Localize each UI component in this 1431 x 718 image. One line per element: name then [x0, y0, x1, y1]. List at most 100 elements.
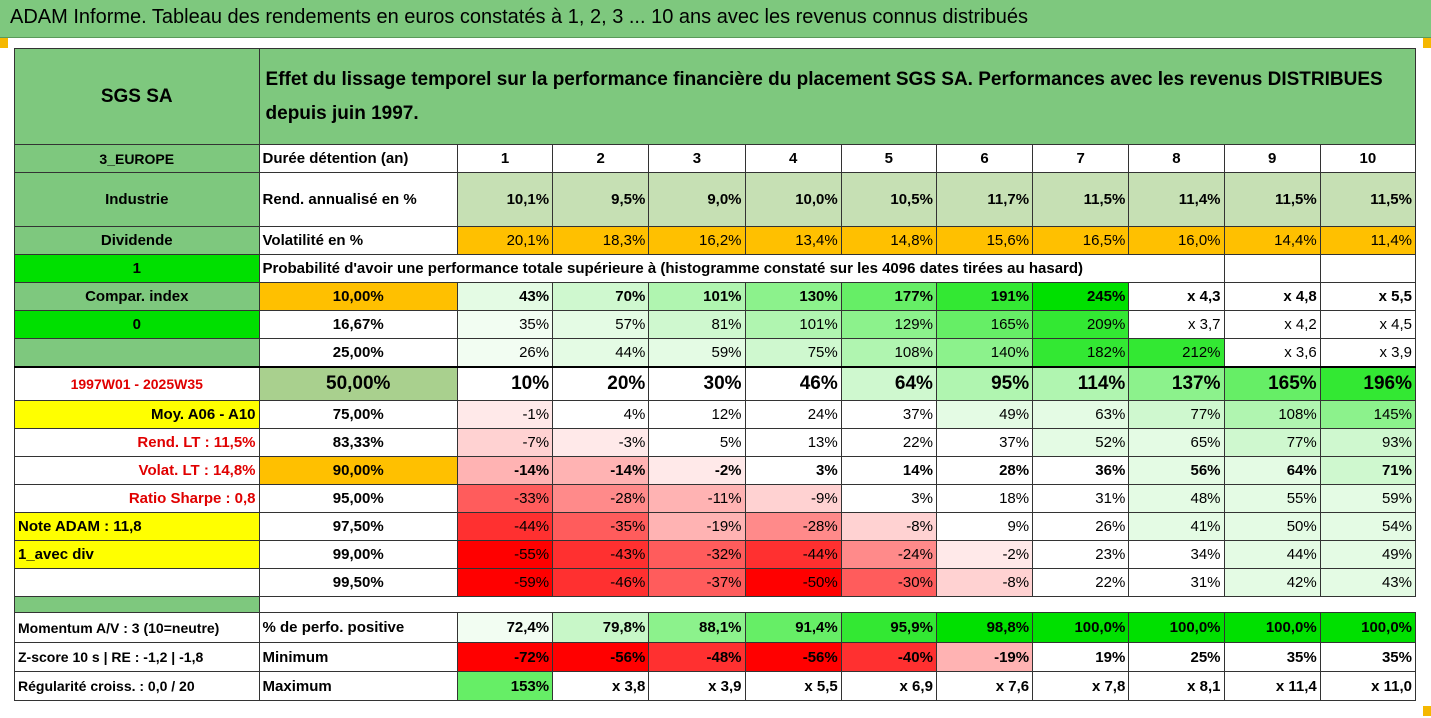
volatility-value: 14,4% — [1223, 226, 1321, 255]
distribution-value: -3% — [552, 428, 650, 457]
distribution-value: 209% — [1032, 310, 1130, 339]
distribution-value: -44% — [744, 540, 842, 569]
sharpe-ratio: Ratio Sharpe : 0,8 — [14, 484, 260, 513]
distribution-value: 64% — [1223, 456, 1321, 485]
distribution-row: Volat. LT : 14,8% 90,00% -14% -14% -2% 3% 14% 2… — [14, 456, 1417, 485]
distribution-value: 196% — [1319, 366, 1417, 401]
distribution-value: 18% — [935, 484, 1034, 513]
distribution-row: Note ADAM : 11,8 97,50% -44% -35% -19% -28% -8… — [14, 512, 1417, 541]
pos-value: 100,0% — [1128, 612, 1225, 643]
distribution-value: 65% — [1128, 428, 1225, 457]
distribution-value: 49% — [935, 400, 1034, 429]
distribution-value: x 4,5 — [1319, 310, 1417, 339]
distribution-value: -28% — [552, 484, 650, 513]
maximum-label: Maximum — [258, 671, 458, 701]
distribution-value: 5% — [648, 428, 746, 457]
distribution-value: 114% — [1032, 366, 1130, 401]
distribution-value: -24% — [840, 540, 937, 569]
max-value: x 11,0 — [1319, 671, 1417, 701]
distribution-value: 177% — [840, 282, 937, 311]
min-value: -56% — [552, 642, 650, 672]
long-term-volatility: Volat. LT : 14,8% — [14, 456, 260, 485]
min-value: -72% — [456, 642, 554, 672]
distribution-rows: Compar. index 10,00% 43% 70% 101% 130% 177% 191… — [14, 282, 1417, 597]
distribution-value: 108% — [840, 338, 937, 367]
distribution-value: 13% — [744, 428, 842, 457]
distribution-value: 10% — [456, 366, 554, 401]
max-value: x 11,4 — [1223, 671, 1321, 701]
distribution-value: 54% — [1319, 512, 1417, 541]
distribution-value: 245% — [1032, 282, 1130, 311]
distribution-value: 22% — [1032, 568, 1130, 597]
distribution-value: 59% — [648, 338, 746, 367]
distribution-value: -46% — [552, 568, 650, 597]
distribution-value: x 4,3 — [1128, 282, 1225, 311]
distribution-value: 35% — [456, 310, 554, 339]
distribution-value: -8% — [840, 512, 937, 541]
positive-perf-label: % de perfo. positive — [258, 612, 458, 643]
distribution-value: -55% — [456, 540, 554, 569]
distribution-value: 55% — [1223, 484, 1321, 513]
year-header: 7 — [1032, 144, 1130, 173]
year-header: 8 — [1128, 144, 1225, 173]
spacer-cell — [14, 596, 260, 613]
average-label: Moy. A06 - A10 — [14, 400, 260, 429]
distribution-row: 25,00% 26% 44% 59% 75% 108% 140% 182% 212% x 3,6 x… — [14, 338, 1417, 367]
pos-value: 100,0% — [1223, 612, 1321, 643]
distribution-value: x 3,9 — [1319, 338, 1417, 367]
distribution-value: 46% — [744, 366, 842, 401]
distribution-value: -28% — [744, 512, 842, 541]
percentile-label: 50,00% — [258, 366, 458, 401]
report-banner: ADAM Informe. Tableau des rendements en … — [0, 0, 1431, 38]
distribution-value: 48% — [1128, 484, 1225, 513]
distribution-value: x 3,6 — [1223, 338, 1321, 367]
volatility-value: 15,6% — [935, 226, 1034, 255]
year-header: 9 — [1223, 144, 1321, 173]
empty-cell — [1223, 254, 1321, 283]
distribution-value: -11% — [648, 484, 746, 513]
distribution-value: 49% — [1319, 540, 1417, 569]
annual-return-value: 11,5% — [1319, 172, 1417, 227]
with-dividend-label: 1_avec div — [14, 540, 260, 569]
table-description: Effet du lissage temporel sur la perform… — [258, 48, 1417, 145]
annual-return-value: 11,5% — [1032, 172, 1130, 227]
dividend-label: Dividende — [14, 226, 260, 255]
distribution-value: 71% — [1319, 456, 1417, 485]
distribution-value: 165% — [1223, 366, 1321, 401]
min-value: 35% — [1319, 642, 1417, 672]
corner-marker — [1423, 706, 1431, 716]
year-header: 1 — [456, 144, 554, 173]
distribution-row: Moy. A06 - A10 75,00% -1% 4% 12% 24% 37% 49% 63%… — [14, 400, 1417, 429]
distribution-value: -43% — [552, 540, 650, 569]
volatility-value: 16,2% — [648, 226, 746, 255]
corner-marker — [1423, 38, 1431, 48]
distribution-row: Rend. LT : 11,5% 83,33% -7% -3% 5% 13% 22% 37% 5… — [14, 428, 1417, 457]
distribution-value: 12% — [648, 400, 746, 429]
distribution-value: -8% — [935, 568, 1034, 597]
distribution-value: 59% — [1319, 484, 1417, 513]
flag-value-one: 1 — [14, 254, 260, 283]
distribution-value: 77% — [1128, 400, 1225, 429]
pos-value: 100,0% — [1032, 612, 1130, 643]
period-label: 1997W01 - 2025W35 — [14, 366, 260, 401]
max-value: x 3,8 — [552, 671, 650, 701]
distribution-value: -30% — [840, 568, 937, 597]
flag-value-zero: 0 — [14, 310, 260, 339]
annual-return-value: 9,0% — [648, 172, 746, 227]
percentile-label: 10,00% — [258, 282, 458, 311]
sector-label: Industrie — [14, 172, 260, 227]
volatility-value: 18,3% — [552, 226, 650, 255]
region-label: 3_EUROPE — [14, 144, 260, 173]
volatility-value: 16,5% — [1032, 226, 1130, 255]
percentile-label: 25,00% — [258, 338, 458, 367]
distribution-value: 81% — [648, 310, 746, 339]
probability-caption: Probabilité d'avoir une performance tota… — [258, 254, 1225, 283]
distribution-value: 101% — [648, 282, 746, 311]
annual-return-value: 10,0% — [744, 172, 842, 227]
distribution-value: x 5,5 — [1319, 282, 1417, 311]
max-value: x 6,9 — [840, 671, 937, 701]
distribution-value: 52% — [1032, 428, 1130, 457]
distribution-value: 26% — [1032, 512, 1130, 541]
corner-marker — [0, 38, 8, 48]
distribution-value: -9% — [744, 484, 842, 513]
